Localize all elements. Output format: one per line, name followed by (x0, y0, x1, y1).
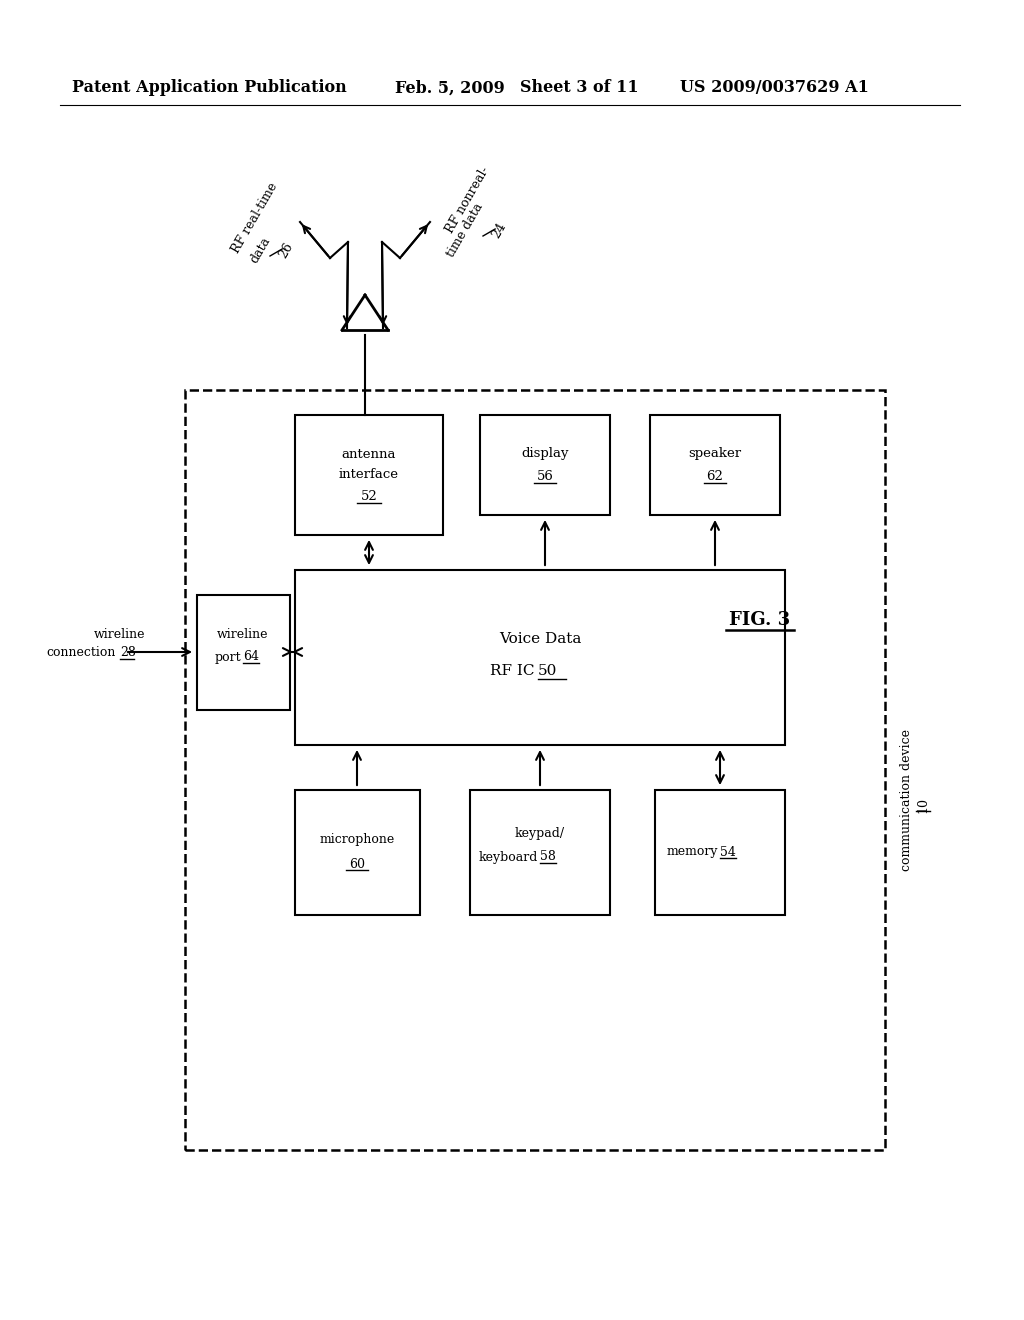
Text: FIG. 3: FIG. 3 (729, 611, 791, 630)
Bar (185, 389, 885, 1150)
Text: 24: 24 (490, 220, 509, 240)
Text: 58: 58 (540, 850, 556, 863)
Text: Sheet 3 of 11: Sheet 3 of 11 (520, 79, 639, 96)
Text: data: data (248, 235, 273, 265)
Text: display: display (521, 446, 568, 459)
Text: 62: 62 (707, 470, 723, 483)
Text: wireline: wireline (94, 627, 145, 640)
Text: keyboard: keyboard (478, 850, 538, 863)
Text: Patent Application Publication: Patent Application Publication (72, 79, 347, 96)
Text: 28: 28 (120, 645, 136, 659)
Text: 56: 56 (537, 470, 553, 483)
Text: 60: 60 (349, 858, 365, 870)
Bar (295, 570, 785, 744)
Text: RF real-time: RF real-time (229, 181, 281, 256)
Text: Voice Data: Voice Data (499, 632, 582, 645)
Bar (650, 414, 780, 515)
Bar (470, 789, 610, 915)
Bar (655, 789, 785, 915)
Text: connection: connection (47, 645, 116, 659)
Text: Feb. 5, 2009: Feb. 5, 2009 (395, 79, 505, 96)
Text: 54: 54 (720, 846, 736, 858)
Text: 52: 52 (360, 491, 378, 503)
Text: 64: 64 (243, 651, 259, 664)
Text: interface: interface (339, 469, 399, 482)
Text: port: port (214, 651, 241, 664)
Text: keypad/: keypad/ (515, 828, 565, 841)
Bar (480, 414, 610, 515)
Text: time data: time data (444, 201, 486, 259)
Text: speaker: speaker (688, 446, 741, 459)
Bar (295, 789, 420, 915)
Text: 50: 50 (538, 664, 557, 678)
Text: RF nonreal-: RF nonreal- (443, 165, 493, 235)
Text: 26: 26 (278, 240, 296, 260)
Text: RF IC: RF IC (490, 664, 535, 678)
Bar (295, 414, 443, 535)
Bar (197, 595, 290, 710)
Text: 10: 10 (916, 797, 930, 813)
Text: antenna: antenna (342, 449, 396, 462)
Text: wireline: wireline (217, 627, 268, 640)
Text: US 2009/0037629 A1: US 2009/0037629 A1 (680, 79, 869, 96)
Text: microphone: microphone (319, 833, 394, 846)
Text: communication device: communication device (900, 729, 913, 871)
Text: memory: memory (667, 846, 718, 858)
